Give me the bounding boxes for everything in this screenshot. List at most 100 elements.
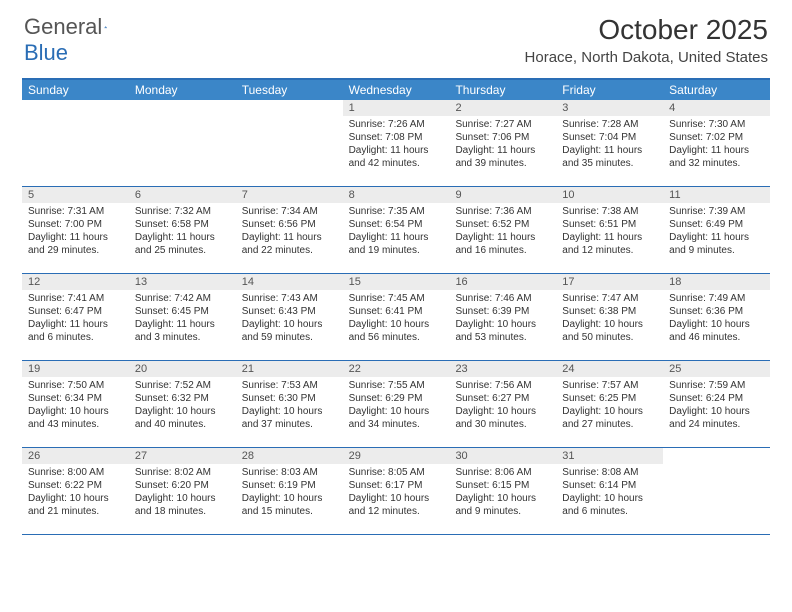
day-cell: 16Sunrise: 7:46 AMSunset: 6:39 PMDayligh…	[449, 274, 556, 360]
sunset-text: Sunset: 6:15 PM	[455, 479, 550, 492]
sunset-text: Sunset: 6:24 PM	[669, 392, 764, 405]
day-cell: 27Sunrise: 8:02 AMSunset: 6:20 PMDayligh…	[129, 448, 236, 534]
location: Horace, North Dakota, United States	[525, 49, 768, 66]
daylight-text: Daylight: 10 hours and 21 minutes.	[28, 492, 123, 518]
day-body: Sunrise: 7:39 AMSunset: 6:49 PMDaylight:…	[663, 203, 770, 261]
daylight-text: Daylight: 10 hours and 46 minutes.	[669, 318, 764, 344]
day-number: 31	[556, 448, 663, 464]
sunrise-text: Sunrise: 7:30 AM	[669, 118, 764, 131]
daylight-text: Daylight: 10 hours and 34 minutes.	[349, 405, 444, 431]
day-body: Sunrise: 7:52 AMSunset: 6:32 PMDaylight:…	[129, 377, 236, 435]
day-cell: 2Sunrise: 7:27 AMSunset: 7:06 PMDaylight…	[449, 100, 556, 186]
daylight-text: Daylight: 11 hours and 42 minutes.	[349, 144, 444, 170]
sunrise-text: Sunrise: 7:45 AM	[349, 292, 444, 305]
day-cell: 10Sunrise: 7:38 AMSunset: 6:51 PMDayligh…	[556, 187, 663, 273]
day-body: Sunrise: 7:59 AMSunset: 6:24 PMDaylight:…	[663, 377, 770, 435]
day-cell: 7Sunrise: 7:34 AMSunset: 6:56 PMDaylight…	[236, 187, 343, 273]
day-number: 10	[556, 187, 663, 203]
sunset-text: Sunset: 6:51 PM	[562, 218, 657, 231]
day-number: 26	[22, 448, 129, 464]
day-body: Sunrise: 8:03 AMSunset: 6:19 PMDaylight:…	[236, 464, 343, 522]
day-cell: 9Sunrise: 7:36 AMSunset: 6:52 PMDaylight…	[449, 187, 556, 273]
daylight-text: Daylight: 10 hours and 56 minutes.	[349, 318, 444, 344]
sunrise-text: Sunrise: 8:02 AM	[135, 466, 230, 479]
sunset-text: Sunset: 6:27 PM	[455, 392, 550, 405]
day-number	[663, 448, 770, 464]
sunrise-text: Sunrise: 8:05 AM	[349, 466, 444, 479]
calendar: SundayMondayTuesdayWednesdayThursdayFrid…	[22, 78, 770, 535]
sunrise-text: Sunrise: 7:39 AM	[669, 205, 764, 218]
day-number: 20	[129, 361, 236, 377]
sunrise-text: Sunrise: 7:35 AM	[349, 205, 444, 218]
day-cell: 11Sunrise: 7:39 AMSunset: 6:49 PMDayligh…	[663, 187, 770, 273]
day-cell: 20Sunrise: 7:52 AMSunset: 6:32 PMDayligh…	[129, 361, 236, 447]
day-body: Sunrise: 7:32 AMSunset: 6:58 PMDaylight:…	[129, 203, 236, 261]
daylight-text: Daylight: 11 hours and 6 minutes.	[28, 318, 123, 344]
sunset-text: Sunset: 6:58 PM	[135, 218, 230, 231]
weekday-header: Monday	[129, 80, 236, 100]
daylight-text: Daylight: 10 hours and 37 minutes.	[242, 405, 337, 431]
day-body: Sunrise: 7:46 AMSunset: 6:39 PMDaylight:…	[449, 290, 556, 348]
day-body: Sunrise: 7:28 AMSunset: 7:04 PMDaylight:…	[556, 116, 663, 174]
day-cell: 25Sunrise: 7:59 AMSunset: 6:24 PMDayligh…	[663, 361, 770, 447]
day-number: 7	[236, 187, 343, 203]
day-body: Sunrise: 8:06 AMSunset: 6:15 PMDaylight:…	[449, 464, 556, 522]
day-cell: 24Sunrise: 7:57 AMSunset: 6:25 PMDayligh…	[556, 361, 663, 447]
sunset-text: Sunset: 6:56 PM	[242, 218, 337, 231]
day-body: Sunrise: 7:31 AMSunset: 7:00 PMDaylight:…	[22, 203, 129, 261]
day-number: 27	[129, 448, 236, 464]
day-cell	[129, 100, 236, 186]
day-cell: 17Sunrise: 7:47 AMSunset: 6:38 PMDayligh…	[556, 274, 663, 360]
day-number: 23	[449, 361, 556, 377]
day-body: Sunrise: 7:35 AMSunset: 6:54 PMDaylight:…	[343, 203, 450, 261]
day-cell: 21Sunrise: 7:53 AMSunset: 6:30 PMDayligh…	[236, 361, 343, 447]
day-cell: 23Sunrise: 7:56 AMSunset: 6:27 PMDayligh…	[449, 361, 556, 447]
sunrise-text: Sunrise: 8:06 AM	[455, 466, 550, 479]
day-number: 19	[22, 361, 129, 377]
day-cell: 12Sunrise: 7:41 AMSunset: 6:47 PMDayligh…	[22, 274, 129, 360]
week-row: 19Sunrise: 7:50 AMSunset: 6:34 PMDayligh…	[22, 361, 770, 448]
sunset-text: Sunset: 7:04 PM	[562, 131, 657, 144]
day-cell: 28Sunrise: 8:03 AMSunset: 6:19 PMDayligh…	[236, 448, 343, 534]
day-body: Sunrise: 7:42 AMSunset: 6:45 PMDaylight:…	[129, 290, 236, 348]
sunrise-text: Sunrise: 7:53 AM	[242, 379, 337, 392]
sunrise-text: Sunrise: 7:50 AM	[28, 379, 123, 392]
day-number: 24	[556, 361, 663, 377]
daylight-text: Daylight: 10 hours and 43 minutes.	[28, 405, 123, 431]
daylight-text: Daylight: 10 hours and 15 minutes.	[242, 492, 337, 518]
sunrise-text: Sunrise: 7:56 AM	[455, 379, 550, 392]
daylight-text: Daylight: 10 hours and 6 minutes.	[562, 492, 657, 518]
weekday-header: Thursday	[449, 80, 556, 100]
day-cell	[236, 100, 343, 186]
sunrise-text: Sunrise: 7:46 AM	[455, 292, 550, 305]
day-number: 11	[663, 187, 770, 203]
day-number: 17	[556, 274, 663, 290]
day-cell: 31Sunrise: 8:08 AMSunset: 6:14 PMDayligh…	[556, 448, 663, 534]
weekday-header: Friday	[556, 80, 663, 100]
sunrise-text: Sunrise: 7:28 AM	[562, 118, 657, 131]
day-number: 12	[22, 274, 129, 290]
sunset-text: Sunset: 6:34 PM	[28, 392, 123, 405]
daylight-text: Daylight: 11 hours and 25 minutes.	[135, 231, 230, 257]
daylight-text: Daylight: 11 hours and 22 minutes.	[242, 231, 337, 257]
sunset-text: Sunset: 6:17 PM	[349, 479, 444, 492]
sunrise-text: Sunrise: 7:52 AM	[135, 379, 230, 392]
daylight-text: Daylight: 11 hours and 39 minutes.	[455, 144, 550, 170]
sunset-text: Sunset: 6:45 PM	[135, 305, 230, 318]
daylight-text: Daylight: 10 hours and 12 minutes.	[349, 492, 444, 518]
day-number: 28	[236, 448, 343, 464]
day-body: Sunrise: 7:27 AMSunset: 7:06 PMDaylight:…	[449, 116, 556, 174]
day-cell: 15Sunrise: 7:45 AMSunset: 6:41 PMDayligh…	[343, 274, 450, 360]
day-number: 16	[449, 274, 556, 290]
daylight-text: Daylight: 11 hours and 16 minutes.	[455, 231, 550, 257]
day-cell: 6Sunrise: 7:32 AMSunset: 6:58 PMDaylight…	[129, 187, 236, 273]
day-number: 4	[663, 100, 770, 116]
sunrise-text: Sunrise: 7:57 AM	[562, 379, 657, 392]
sunrise-text: Sunrise: 7:31 AM	[28, 205, 123, 218]
sunset-text: Sunset: 6:20 PM	[135, 479, 230, 492]
sunset-text: Sunset: 6:47 PM	[28, 305, 123, 318]
day-cell: 13Sunrise: 7:42 AMSunset: 6:45 PMDayligh…	[129, 274, 236, 360]
sunset-text: Sunset: 6:32 PM	[135, 392, 230, 405]
month-title: October 2025	[525, 14, 768, 46]
daylight-text: Daylight: 11 hours and 3 minutes.	[135, 318, 230, 344]
